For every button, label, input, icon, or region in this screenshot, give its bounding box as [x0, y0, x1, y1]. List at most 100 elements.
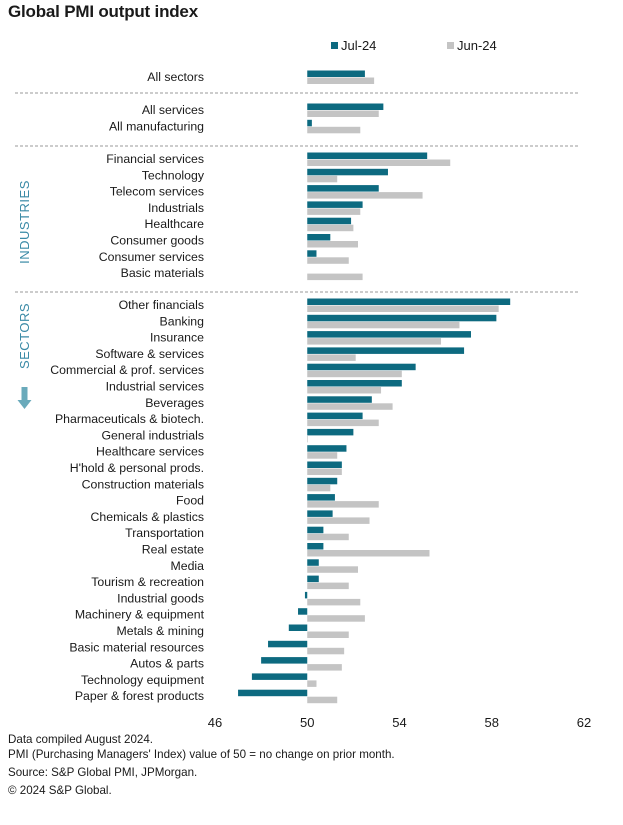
bar-jun-24 [307, 354, 356, 361]
bar-jun-24 [307, 517, 370, 524]
category-label: Healthcare services [96, 445, 204, 459]
x-tick-label: 54 [392, 715, 406, 730]
legend-item-jun: Jun-24 [447, 38, 497, 53]
category-label: Financial services [106, 152, 204, 166]
bar-jun-24 [307, 598, 361, 606]
bar-jul-24 [307, 201, 363, 208]
bar-jun-24 [307, 468, 342, 475]
bar-jun-24 [307, 435, 308, 443]
group-label-sectors: SECTORS [17, 303, 32, 369]
bar-jun-24 [307, 533, 349, 541]
bar-jun-24 [307, 192, 423, 199]
legend-swatch-jun [447, 42, 454, 49]
footer-note-compiled: Data compiled August 2024. [8, 733, 154, 746]
bar-jun-24 [307, 241, 358, 248]
bar-jul-24 [307, 70, 365, 77]
bar-jun-24 [307, 501, 379, 508]
x-tick-label: 46 [208, 715, 222, 730]
bar-jul-24 [307, 363, 416, 371]
bar-jul-24 [307, 445, 347, 452]
bar-jul-24 [307, 428, 354, 436]
legend-label-jun: Jun-24 [457, 38, 497, 53]
bar-jun-24 [307, 305, 499, 312]
bar-jun-24 [307, 387, 382, 394]
bar-jul-24 [268, 640, 308, 648]
bar-jul-24 [304, 591, 308, 599]
legend-swatch-jul [331, 42, 338, 49]
bar-jun-24 [307, 110, 379, 117]
bar-jun-24 [307, 615, 365, 622]
category-label: All sectors [147, 70, 204, 84]
bar-jun-24 [307, 582, 349, 590]
category-label: Tourism & recreation [91, 575, 204, 589]
bar-jul-24 [307, 152, 428, 159]
category-label: Commercial & prof. services [50, 363, 204, 377]
category-label: Pharmaceuticals & biotech. [55, 412, 204, 426]
bar-jul-24 [251, 673, 308, 680]
bar-jun-24 [307, 647, 345, 655]
bar-jun-24 [307, 257, 349, 264]
category-label: Machinery & equipment [75, 608, 205, 622]
legend-item-jul: Jul-24 [331, 38, 376, 53]
bar-jul-24 [307, 575, 319, 583]
bar-jun-24 [307, 175, 338, 183]
chart-title: Global PMI output index [8, 2, 198, 21]
category-label: Metals & mining [117, 624, 205, 638]
category-label: Beverages [145, 396, 204, 410]
category-label: Industrials [148, 201, 204, 215]
bar-jul-24 [307, 103, 384, 110]
x-tick-label: 62 [577, 715, 591, 730]
bar-jun-24 [307, 126, 361, 134]
footer-note-pmi: PMI (Purchasing Managers' Index) value o… [8, 748, 395, 761]
category-label: Chemicals & plastics [91, 510, 204, 524]
category-label: All services [142, 103, 204, 117]
bar-jun-24 [307, 321, 460, 329]
bar-jun-24 [307, 664, 342, 671]
bar-jun-24 [307, 566, 358, 573]
bar-jul-24 [307, 185, 379, 192]
category-label: Consumer goods [110, 234, 204, 248]
bar-jul-24 [261, 657, 308, 664]
bar-jun-24 [307, 159, 451, 166]
category-label: Industrial goods [117, 591, 204, 605]
bar-jun-24 [307, 631, 349, 638]
category-label: General industrials [101, 428, 204, 442]
bar-jun-24 [307, 484, 331, 492]
category-label: Industrial services [106, 380, 204, 394]
bar-jun-24 [307, 419, 379, 427]
category-label: Basic material resources [69, 640, 204, 654]
category-label: Software & services [95, 347, 204, 361]
category-label: Transportation [125, 526, 204, 540]
bar-jul-24 [307, 526, 324, 534]
bar-jun-24 [307, 338, 442, 345]
bar-jul-24 [307, 380, 402, 387]
bar-jun-24 [307, 208, 361, 215]
bar-jul-24 [307, 494, 335, 501]
category-label: Healthcare [145, 217, 205, 231]
footer-source: Source: S&P Global PMI, JPMorgan. [8, 766, 198, 779]
category-label: Food [176, 494, 204, 508]
bar-jun-24 [307, 696, 338, 704]
bar-jul-24 [307, 477, 338, 485]
bar-jun-24 [307, 77, 375, 84]
bar-jul-24 [307, 461, 342, 468]
bar-jul-24 [238, 689, 308, 697]
bar-jun-24 [307, 224, 354, 232]
bar-chart: All sectors All services All manufacturing… [15, 70, 591, 730]
category-label: H'hold & personal prods. [70, 461, 204, 475]
category-label: Technology [142, 168, 205, 182]
bar-jul-24 [307, 298, 511, 305]
category-label: Technology equipment [81, 673, 205, 687]
category-label: Paper & forest products [75, 689, 204, 703]
category-label: Telecom services [110, 185, 204, 199]
bar-jul-24 [307, 543, 324, 550]
category-label: Media [171, 559, 205, 573]
bar-jul-24 [307, 119, 312, 127]
bar-jul-24 [307, 559, 319, 566]
bar-jun-24 [307, 452, 338, 459]
bar-jul-24 [307, 314, 497, 322]
x-tick-label: 50 [300, 715, 314, 730]
bar-jul-24 [307, 234, 331, 241]
bar-jul-24 [298, 608, 308, 615]
bar-jul-24 [307, 331, 471, 338]
